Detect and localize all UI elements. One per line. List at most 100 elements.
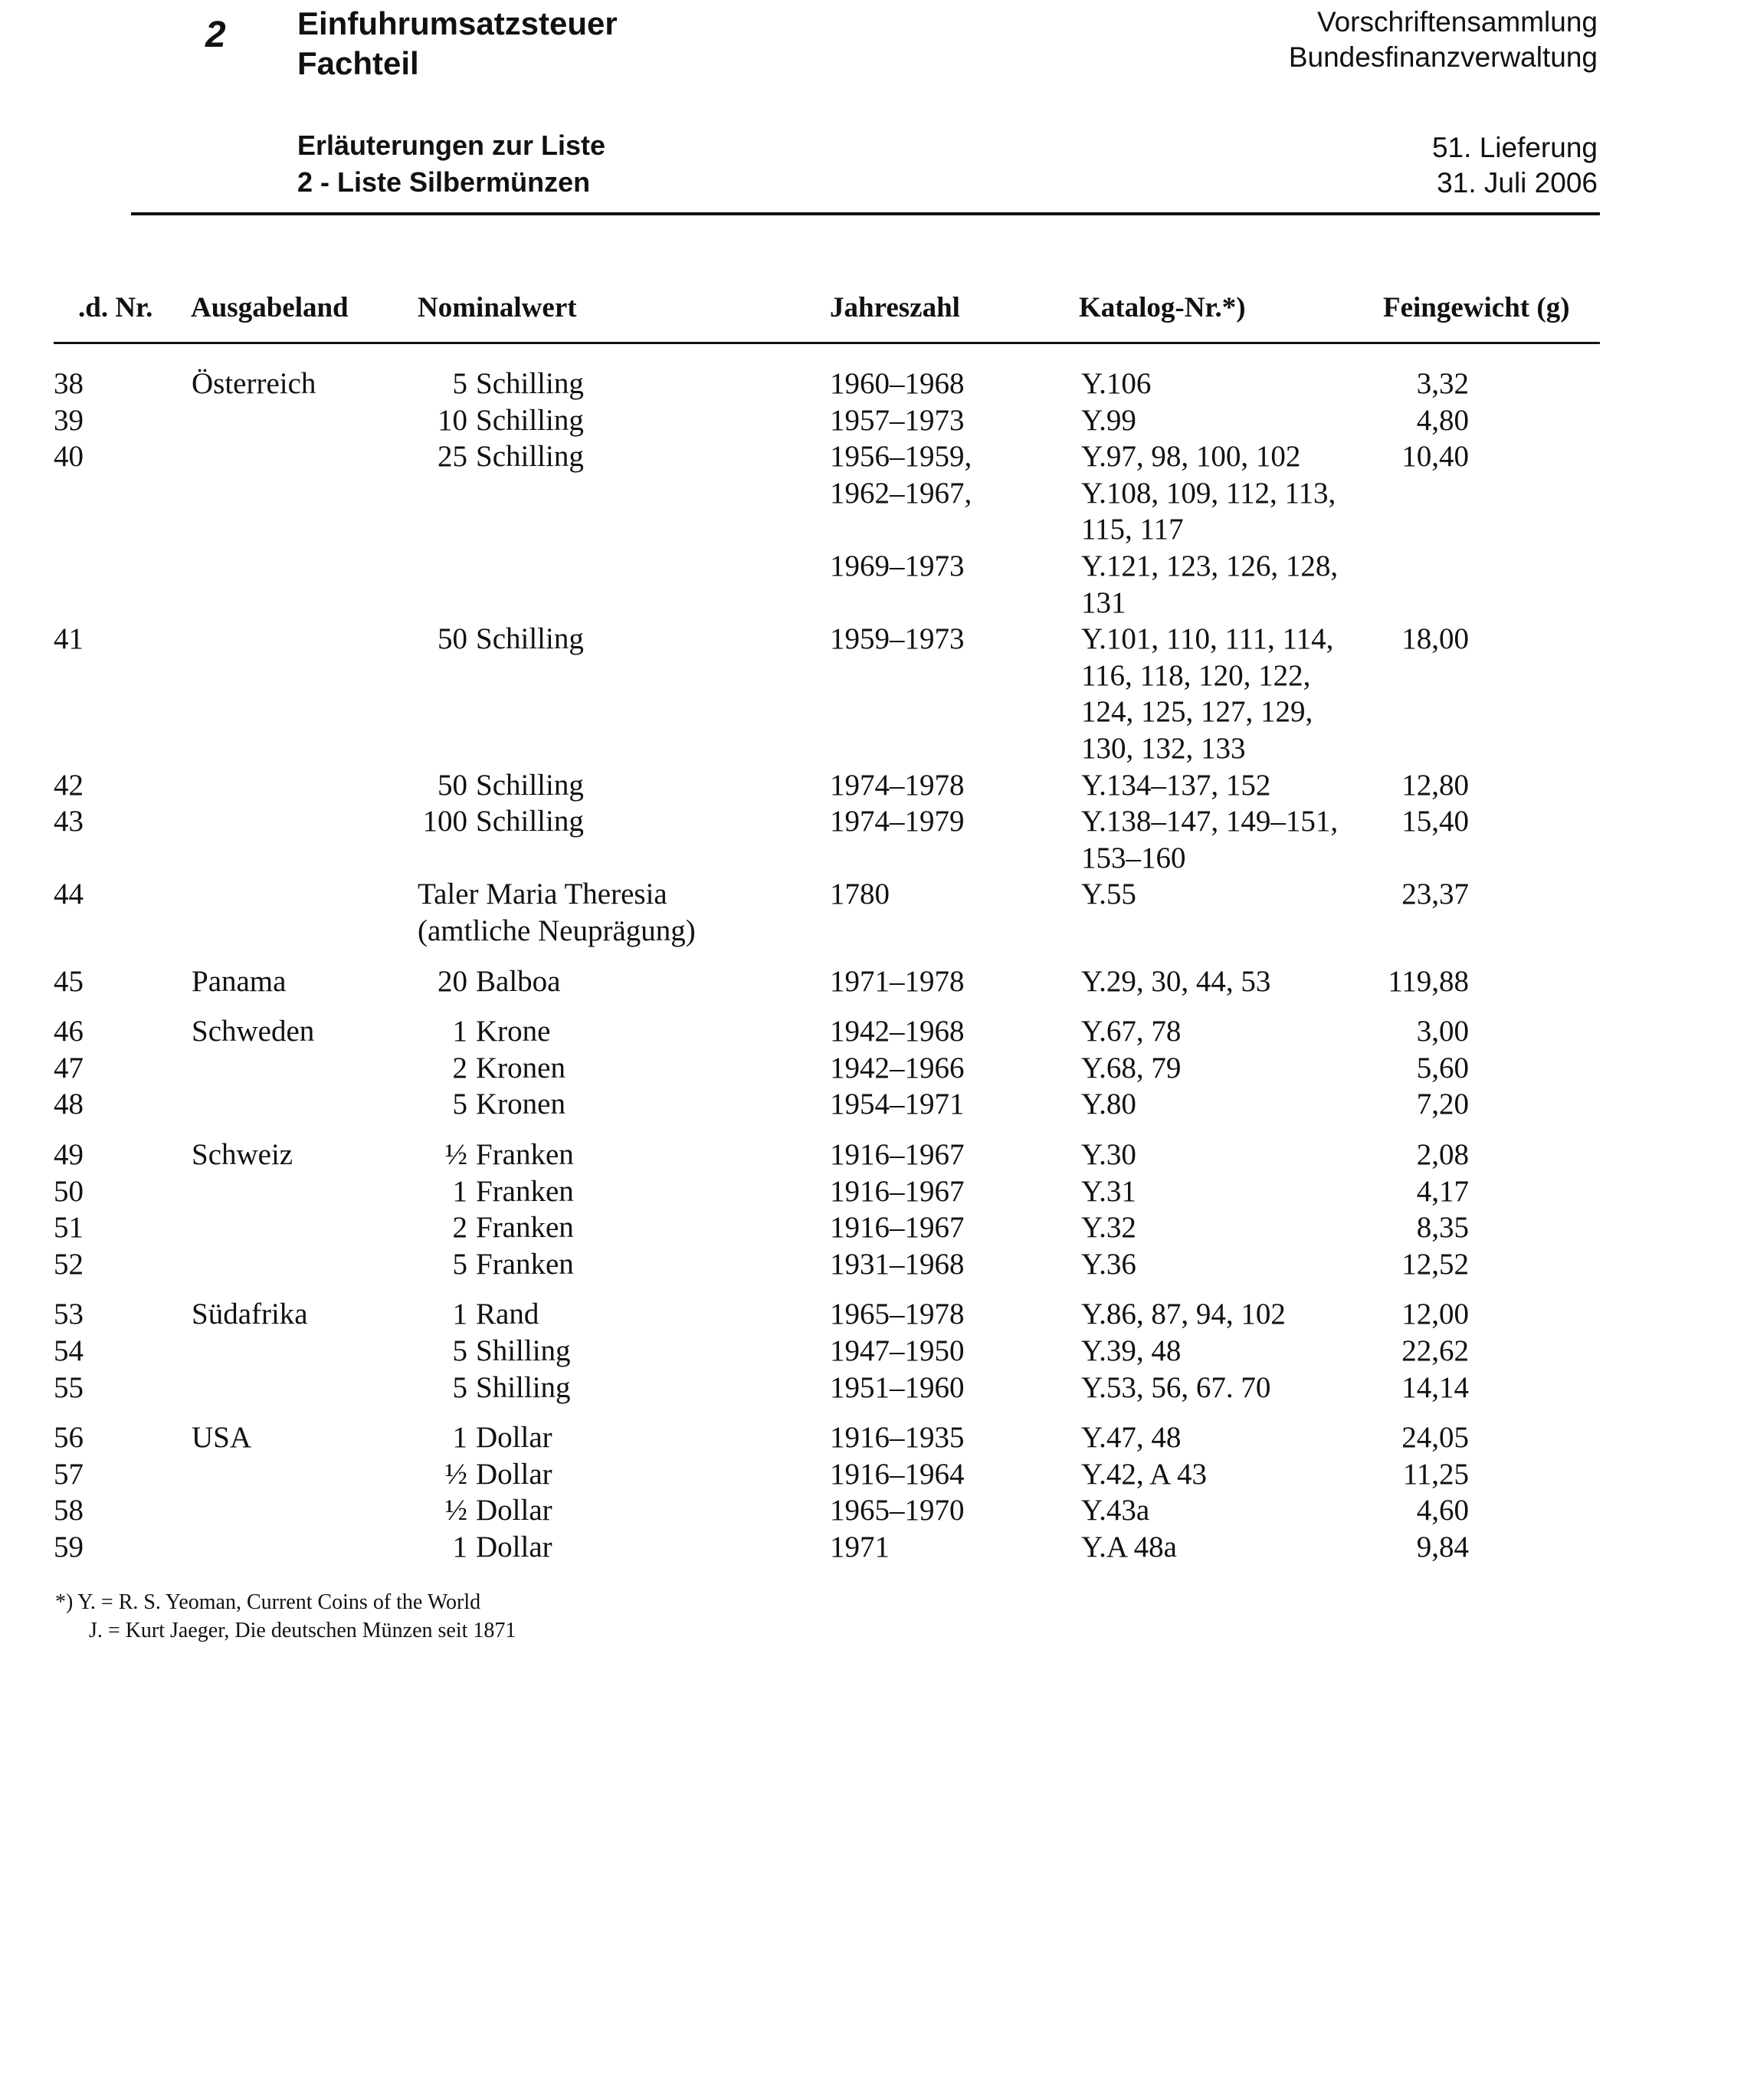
catalog-number: Y.80 [1081,1088,1136,1121]
row-number: 57 [54,1457,84,1491]
nominal-unit: Schilling [476,403,584,437]
fine-weight: 24,05 [1401,1421,1469,1455]
issuing-country: Schweden [192,1015,315,1048]
year-range: 1916–1967 [830,1138,965,1171]
catalog-number: Y.97, 98, 100, 102 [1081,440,1301,474]
nominal-unit: Schilling [476,768,584,802]
catalog-number: Y.36 [1081,1247,1136,1281]
catalog-number: Y.A 48a [1081,1531,1177,1564]
nominal-unit: Franken [476,1174,574,1208]
nominal-amount: 10 [438,403,467,437]
fine-weight: 4,80 [1416,403,1469,437]
year-range: 1916–1964 [830,1457,965,1491]
nominal-amount: ½ [444,1494,467,1527]
nominal-unit: Shilling [476,1370,571,1404]
fine-weight: 9,84 [1416,1531,1469,1564]
fine-weight: 23,37 [1401,878,1469,911]
catalog-number: Y.43a [1081,1494,1150,1527]
nominal-amount: 5 [452,1334,468,1367]
catalog-number: Y.67, 78 [1081,1015,1182,1048]
row-number: 45 [54,964,84,998]
row-number: 42 [54,768,84,802]
nominal-unit: Franken [476,1138,574,1171]
issuing-country: Österreich [192,367,316,400]
nominal-amount: 1 [452,1531,468,1564]
year-range: 1959–1973 [830,622,965,656]
catalog-number: Y.39, 48 [1081,1334,1182,1367]
nominal-amount: ½ [444,1457,467,1491]
table-header-rule [54,342,1600,344]
row-number: 53 [54,1298,84,1331]
col-header-nominal: Nominalwert [418,292,577,323]
catalog-number: Y.42, A 43 [1081,1457,1207,1491]
year-range: 1957–1973 [830,403,965,437]
row-number: 56 [54,1421,84,1455]
nominal-amount: 5 [452,1247,468,1281]
nominal-unit: Kronen [476,1088,565,1121]
collection-authority: Bundesfinanzverwaltung [1288,41,1598,73]
fine-weight: 4,60 [1416,1494,1469,1527]
year-range: 1942–1968 [830,1015,965,1048]
row-number: 38 [54,367,84,400]
catalog-number: Y.55 [1081,878,1136,911]
nominal-unit: Schilling [476,622,584,656]
nominal-unit: Shilling [476,1334,571,1367]
delivery-date: 31. Juli 2006 [1437,167,1598,199]
row-number: 50 [54,1174,84,1208]
nominal-amount: ½ [444,1138,467,1171]
nominal-amount: 5 [452,367,468,400]
nominal-unit: Schilling [476,440,584,474]
catalog-number: Y.134–137, 152 [1081,768,1271,802]
nominal-amount: 1 [452,1421,468,1455]
year-range: 1931–1968 [830,1247,965,1281]
delivery-number: 51. Lieferung [1431,132,1598,163]
nominal-amount: 1 [452,1015,468,1048]
row-number: 46 [54,1015,84,1048]
nominal-amount: 50 [438,622,467,656]
row-number: 40 [54,440,84,474]
nominal-amount: 1 [452,1298,468,1331]
fine-weight: 4,17 [1416,1174,1469,1208]
list-heading: 2 - Liste Silbermünzen [297,166,591,198]
year-range: 1916–1967 [830,1174,965,1208]
catalog-number: Y.99 [1081,403,1136,437]
nominal-amount: 5 [452,1370,468,1404]
fine-weight: 15,40 [1401,805,1469,838]
year-range: 1947–1950 [830,1334,965,1367]
nominal-value: (amtliche Neuprägung) [418,914,696,947]
fine-weight: 2,08 [1416,1138,1469,1171]
nominal-amount: 25 [438,440,467,474]
year-range: 1954–1971 [830,1088,965,1121]
nominal-amount: 2 [452,1211,468,1245]
nominal-unit: Krone [476,1015,551,1048]
row-number: 48 [54,1088,84,1121]
nominal-amount: 2 [452,1051,468,1084]
row-number: 47 [54,1051,84,1084]
row-number: 59 [54,1531,84,1564]
catalog-number: Y.121, 123, 126, 128, [1081,550,1339,582]
row-number: 43 [54,805,84,838]
catalog-number: Y.53, 56, 67. 70 [1081,1370,1271,1404]
catalog-number: Y.29, 30, 44, 53 [1081,964,1271,998]
catalog-number: 130, 132, 133 [1081,732,1246,765]
footnote-jaeger: J. = Kurt Jaeger, Die deutschen Münzen s… [89,1619,516,1642]
nominal-unit: Dollar [476,1531,552,1564]
nominal-unit: Schilling [476,367,584,400]
catalog-number: Y.68, 79 [1081,1051,1182,1084]
nominal-amount: 50 [438,768,467,802]
collection-name: Vorschriftensammlung [1316,6,1598,38]
fine-weight: 5,60 [1416,1051,1469,1084]
year-range: 1971–1978 [830,964,965,998]
fine-weight: 3,32 [1416,367,1469,400]
nominal-unit: Kronen [476,1051,565,1084]
year-range: 1916–1967 [830,1211,965,1245]
document-subtitle: Fachteil [297,45,419,81]
issuing-country: Panama [192,964,287,998]
row-number: 55 [54,1370,84,1404]
catalog-number: Y.108, 109, 112, 113, [1081,476,1336,510]
fine-weight: 18,00 [1401,622,1469,656]
catalog-number: Y.138–147, 149–151, [1081,805,1339,838]
nominal-unit: Rand [476,1298,539,1331]
catalog-number: Y.31 [1081,1174,1136,1208]
fine-weight: 10,40 [1401,440,1469,474]
